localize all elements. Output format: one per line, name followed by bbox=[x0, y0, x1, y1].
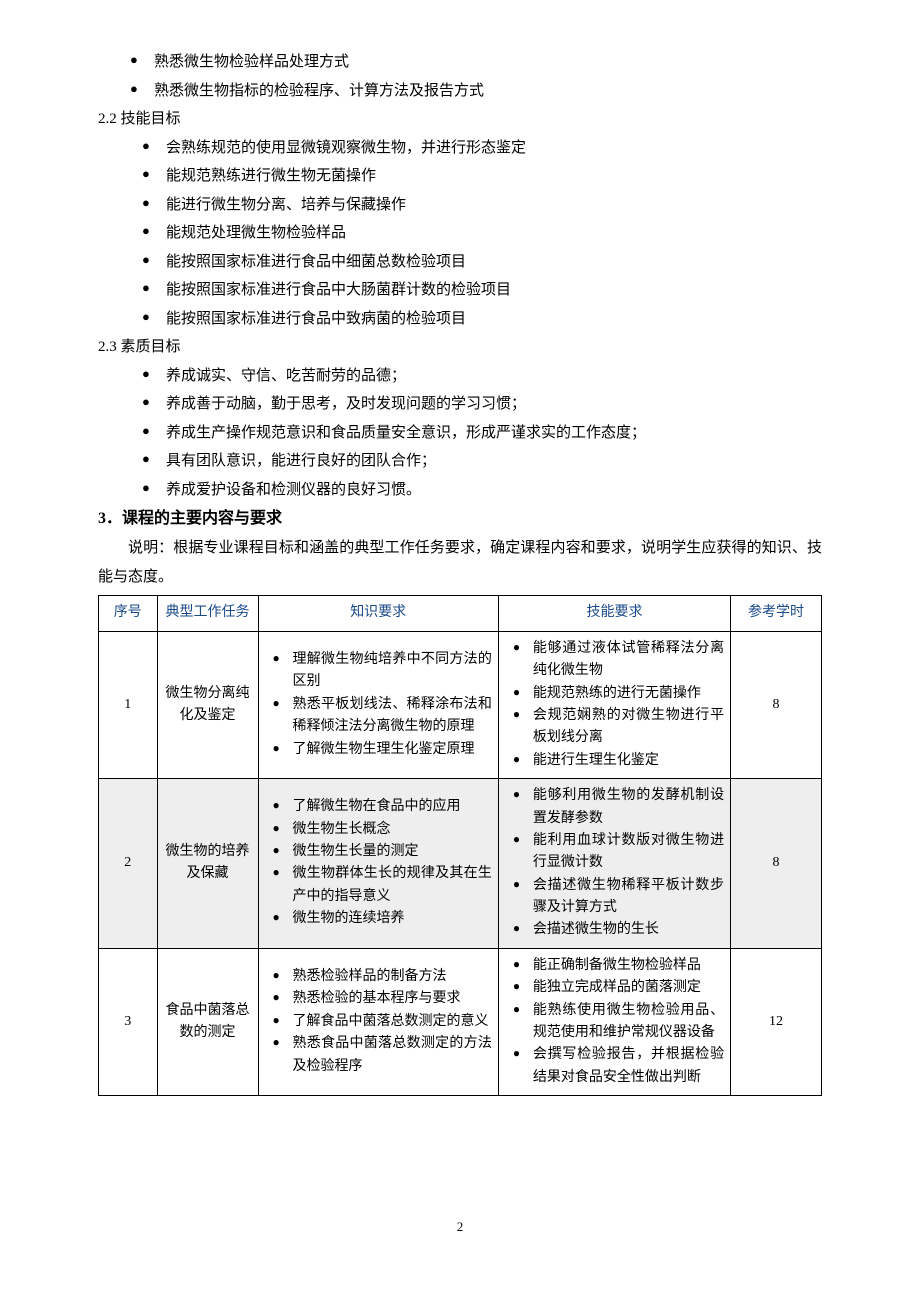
skill-item: 能进行生理生化鉴定 bbox=[505, 750, 724, 772]
intro-bullet-list: 熟悉微生物检验样品处理方式 熟悉微生物指标的检验程序、计算方法及报告方式 bbox=[98, 48, 822, 105]
cell-hours: 12 bbox=[731, 948, 822, 1095]
skill-item: 能正确制备微生物检验样品 bbox=[505, 955, 724, 977]
cell-task: 食品中菌落总数的测定 bbox=[157, 948, 258, 1095]
table-row: 1微生物分离纯化及鉴定理解微生物纯培养中不同方法的区别熟悉平板划线法、稀释涂布法… bbox=[99, 631, 822, 778]
knowledge-item: 熟悉检验样品的制备方法 bbox=[265, 966, 492, 988]
knowledge-item: 微生物生长概念 bbox=[265, 819, 492, 841]
knowledge-item: 微生物的连续培养 bbox=[265, 908, 492, 930]
section-22-heading: 2.2 技能目标 bbox=[98, 105, 822, 134]
cell-knowledge: 熟悉检验样品的制备方法熟悉检验的基本程序与要求了解食品中菌落总数测定的意义熟悉食… bbox=[258, 948, 498, 1095]
cell-task: 微生物的培养及保藏 bbox=[157, 779, 258, 949]
skill-item: 能熟练使用微生物检验用品、规范使用和维护常规仪器设备 bbox=[505, 1000, 724, 1045]
s22-b2: 能规范熟练进行微生物无菌操作 bbox=[130, 162, 822, 191]
skill-item: 会描述微生物稀释平板计数步骤及计算方式 bbox=[505, 875, 724, 920]
skill-item: 能够利用微生物的发酵机制设置发酵参数 bbox=[505, 785, 724, 830]
s22-b1: 会熟练规范的使用显微镜观察微生物，并进行形态鉴定 bbox=[130, 134, 822, 163]
cell-skill: 能够通过液体试管稀释法分离纯化微生物能规范熟练的进行无菌操作会规范娴熟的对微生物… bbox=[498, 631, 730, 778]
th-skill: 技能要求 bbox=[498, 596, 730, 631]
s23-b5: 养成爱护设备和检测仪器的良好习惯。 bbox=[130, 476, 822, 505]
skill-item: 能够通过液体试管稀释法分离纯化微生物 bbox=[505, 638, 724, 683]
s23-b4: 具有团队意识，能进行良好的团队合作； bbox=[130, 447, 822, 476]
s22-b7: 能按照国家标准进行食品中致病菌的检验项目 bbox=[130, 305, 822, 334]
skill-item: 会撰写检验报告，并根据检验结果对食品安全性做出判断 bbox=[505, 1044, 724, 1089]
cell-idx: 1 bbox=[99, 631, 158, 778]
s23-b1: 养成诚实、守信、吃苦耐劳的品德； bbox=[130, 362, 822, 391]
skill-item: 会描述微生物的生长 bbox=[505, 919, 724, 941]
skill-item: 能利用血球计数版对微生物进行显微计数 bbox=[505, 830, 724, 875]
knowledge-item: 理解微生物纯培养中不同方法的区别 bbox=[265, 649, 492, 694]
knowledge-item: 熟悉检验的基本程序与要求 bbox=[265, 988, 492, 1010]
skill-item: 能独立完成样品的菌落测定 bbox=[505, 977, 724, 999]
s22-b5: 能按照国家标准进行食品中细菌总数检验项目 bbox=[130, 248, 822, 277]
s23-b3: 养成生产操作规范意识和食品质量安全意识，形成严谨求实的工作态度； bbox=[130, 419, 822, 448]
knowledge-item: 熟悉平板划线法、稀释涂布法和稀释倾注法分离微生物的原理 bbox=[265, 694, 492, 739]
cell-idx: 3 bbox=[99, 948, 158, 1095]
s22-b6: 能按照国家标准进行食品中大肠菌群计数的检验项目 bbox=[130, 276, 822, 305]
section-22-bullet-list: 会熟练规范的使用显微镜观察微生物，并进行形态鉴定 能规范熟练进行微生物无菌操作 … bbox=[98, 134, 822, 334]
s22-b3: 能进行微生物分离、培养与保藏操作 bbox=[130, 191, 822, 220]
cell-knowledge: 了解微生物在食品中的应用微生物生长概念微生物生长量的测定微生物群体生长的规律及其… bbox=[258, 779, 498, 949]
cell-hours: 8 bbox=[731, 631, 822, 778]
knowledge-item: 了解食品中菌落总数测定的意义 bbox=[265, 1011, 492, 1033]
cell-hours: 8 bbox=[731, 779, 822, 949]
section-23-bullet-list: 养成诚实、守信、吃苦耐劳的品德； 养成善于动脑，勤于思考，及时发现问题的学习习惯… bbox=[98, 362, 822, 505]
s22-b4: 能规范处理微生物检验样品 bbox=[130, 219, 822, 248]
s23-b2: 养成善于动脑，勤于思考，及时发现问题的学习习惯； bbox=[130, 390, 822, 419]
cell-skill: 能够利用微生物的发酵机制设置发酵参数能利用血球计数版对微生物进行显微计数会描述微… bbox=[498, 779, 730, 949]
knowledge-item: 熟悉食品中菌落总数测定的方法及检验程序 bbox=[265, 1033, 492, 1078]
skill-item: 会规范娴熟的对微生物进行平板划线分离 bbox=[505, 705, 724, 750]
knowledge-item: 微生物群体生长的规律及其在生产中的指导意义 bbox=[265, 863, 492, 908]
requirements-table: 序号 典型工作任务 知识要求 技能要求 参考学时 1微生物分离纯化及鉴定理解微生… bbox=[98, 595, 822, 1096]
section-3-heading: 3．课程的主要内容与要求 bbox=[98, 504, 822, 534]
intro-bullet-1: 熟悉微生物检验样品处理方式 bbox=[98, 48, 822, 77]
knowledge-item: 微生物生长量的测定 bbox=[265, 841, 492, 863]
table-row: 2微生物的培养及保藏了解微生物在食品中的应用微生物生长概念微生物生长量的测定微生… bbox=[99, 779, 822, 949]
knowledge-item: 了解微生物生理生化鉴定原理 bbox=[265, 739, 492, 761]
knowledge-item: 了解微生物在食品中的应用 bbox=[265, 796, 492, 818]
th-task: 典型工作任务 bbox=[157, 596, 258, 631]
th-hours: 参考学时 bbox=[731, 596, 822, 631]
page-number: 2 bbox=[457, 1215, 464, 1240]
skill-item: 能规范熟练的进行无菌操作 bbox=[505, 683, 724, 705]
table-row: 3食品中菌落总数的测定熟悉检验样品的制备方法熟悉检验的基本程序与要求了解食品中菌… bbox=[99, 948, 822, 1095]
th-knowledge: 知识要求 bbox=[258, 596, 498, 631]
th-idx: 序号 bbox=[99, 596, 158, 631]
section-23-heading: 2.3 素质目标 bbox=[98, 333, 822, 362]
cell-skill: 能正确制备微生物检验样品能独立完成样品的菌落测定能熟练使用微生物检验用品、规范使… bbox=[498, 948, 730, 1095]
cell-idx: 2 bbox=[99, 779, 158, 949]
intro-bullet-2: 熟悉微生物指标的检验程序、计算方法及报告方式 bbox=[98, 77, 822, 106]
table-header-row: 序号 典型工作任务 知识要求 技能要求 参考学时 bbox=[99, 596, 822, 631]
cell-task: 微生物分离纯化及鉴定 bbox=[157, 631, 258, 778]
cell-knowledge: 理解微生物纯培养中不同方法的区别熟悉平板划线法、稀释涂布法和稀释倾注法分离微生物… bbox=[258, 631, 498, 778]
table-body: 1微生物分离纯化及鉴定理解微生物纯培养中不同方法的区别熟悉平板划线法、稀释涂布法… bbox=[99, 631, 822, 1095]
section-3-para: 说明：根据专业课程目标和涵盖的典型工作任务要求，确定课程内容和要求，说明学生应获… bbox=[98, 534, 822, 591]
